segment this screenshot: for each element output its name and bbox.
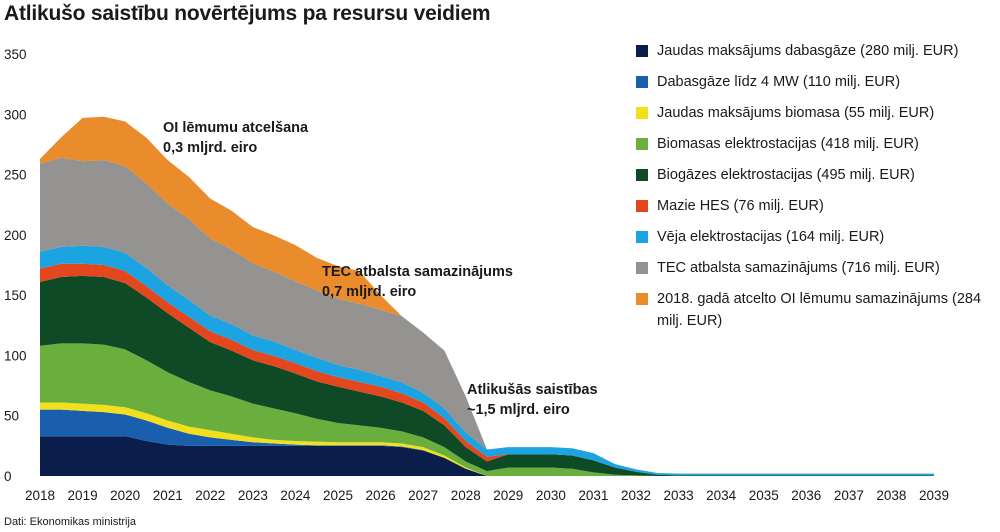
- legend-item: TEC atbalsta samazinājums (716 milj. EUR…: [636, 257, 997, 279]
- legend-label: Mazie HES (76 milj. EUR): [657, 198, 824, 214]
- x-tick-label: 2019: [68, 488, 98, 503]
- legend-label: Vēja elektrostacijas (164 milj. EUR): [657, 229, 885, 245]
- y-tick-label: 350: [4, 47, 27, 62]
- x-tick-label: 2037: [834, 488, 864, 503]
- y-tick-label: 100: [4, 348, 27, 363]
- annotation-line: 0,7 mljrd. eiro: [322, 284, 416, 300]
- y-tick-label: 200: [4, 228, 27, 243]
- legend-label: TEC atbalsta samazinājums (716 milj. EUR…: [657, 260, 940, 276]
- source-note: Dati: Ekonomikas ministrija: [4, 516, 137, 528]
- legend-swatch: [636, 107, 648, 119]
- chart-title: Atlikušo saistību novērtējums pa resursu…: [4, 2, 491, 25]
- x-tick-label: 2027: [408, 488, 438, 503]
- annotation-line: 0,3 mljrd. eiro: [163, 140, 257, 156]
- legend-label: Jaudas maksājums dabasgāze (280 milj. EU…: [657, 43, 959, 59]
- legend-label: Biomasas elektrostacijas (418 milj. EUR): [657, 136, 919, 152]
- x-tick-label: 2030: [536, 488, 566, 503]
- x-tick-label: 2038: [876, 488, 906, 503]
- legend-item: Mazie HES (76 milj. EUR): [636, 195, 997, 217]
- area-series-5: [40, 275, 934, 476]
- x-tick-label: 2029: [493, 488, 523, 503]
- legend-label: Biogāzes elektrostacijas (495 milj. EUR): [657, 167, 915, 183]
- x-axis-ticks: 2018 2019 2020 2021 2022 2023 2024 2025 2026 2027…: [25, 488, 949, 503]
- area-series-group: [40, 116, 934, 476]
- legend-swatch: [636, 76, 648, 88]
- area-series-6: [40, 263, 934, 476]
- area-series-4: [40, 343, 934, 476]
- x-tick-label: 2033: [664, 488, 694, 503]
- x-tick-label: 2039: [919, 488, 949, 503]
- annotation-line: ~1,5 mljrd. eiro: [467, 402, 570, 418]
- x-tick-label: 2025: [323, 488, 353, 503]
- legend-item: 2018. gadā atcelto OI lēmumu samazinājum…: [636, 288, 997, 332]
- x-tick-label: 2034: [706, 488, 737, 503]
- legend-swatch: [636, 262, 648, 274]
- x-tick-label: 2036: [791, 488, 821, 503]
- area-series-8: [40, 157, 934, 474]
- x-tick-label: 2020: [110, 488, 140, 503]
- y-axis-ticks: 0 50 100 150 200 250 300 350: [4, 47, 27, 484]
- legend-label: 2018. gadā atcelto OI lēmumu samazinājum…: [657, 291, 982, 329]
- area-series-1: [40, 436, 934, 476]
- legend-swatch: [636, 45, 648, 57]
- legend-swatch: [636, 169, 648, 181]
- legend-item: Biomasas elektrostacijas (418 milj. EUR): [636, 133, 997, 155]
- annotations: OI lēmumu atcelšana 0,3 mljrd. eiro TEC at…: [163, 120, 598, 418]
- annotation-line: OI lēmumu atcelšana: [163, 120, 309, 136]
- annotation-line: TEC atbalsta samazinājums: [322, 264, 513, 280]
- y-tick-label: 50: [4, 409, 19, 424]
- area-series-2: [40, 409, 934, 476]
- legend-item: Dabasgāze līdz 4 MW (110 milj. EUR): [636, 71, 997, 93]
- legend-item: Jaudas maksājums biomasa (55 milj. EUR): [636, 102, 997, 124]
- y-tick-label: 0: [4, 469, 12, 484]
- legend-swatch: [636, 138, 648, 150]
- x-tick-label: 2031: [578, 488, 608, 503]
- x-tick-label: 2023: [238, 488, 268, 503]
- legend-label: Dabasgāze līdz 4 MW (110 milj. EUR): [657, 74, 901, 90]
- legend-swatch: [636, 200, 648, 212]
- legend-swatch: [636, 231, 648, 243]
- annotation-line: Atlikušās saistības: [467, 382, 598, 398]
- x-tick-label: 2028: [451, 488, 481, 503]
- x-tick-label: 2035: [749, 488, 779, 503]
- y-tick-label: 250: [4, 168, 27, 183]
- x-tick-label: 2024: [280, 488, 311, 503]
- area-series-3: [40, 402, 934, 476]
- y-tick-label: 300: [4, 107, 27, 122]
- x-tick-label: 2026: [366, 488, 396, 503]
- x-tick-label: 2021: [153, 488, 183, 503]
- x-tick-label: 2032: [621, 488, 651, 503]
- legend-label: Jaudas maksājums biomasa (55 milj. EUR): [657, 105, 935, 121]
- legend-swatch: [636, 293, 648, 305]
- area-series-7: [40, 245, 934, 476]
- legend-item: Biogāzes elektrostacijas (495 milj. EUR): [636, 164, 997, 186]
- legend-item: Vēja elektrostacijas (164 milj. EUR): [636, 226, 997, 248]
- area-series-9: [40, 116, 934, 474]
- x-tick-label: 2018: [25, 488, 55, 503]
- x-tick-label: 2022: [195, 488, 225, 503]
- legend-item: Jaudas maksājums dabasgāze (280 milj. EU…: [636, 40, 997, 62]
- y-tick-label: 150: [4, 288, 27, 303]
